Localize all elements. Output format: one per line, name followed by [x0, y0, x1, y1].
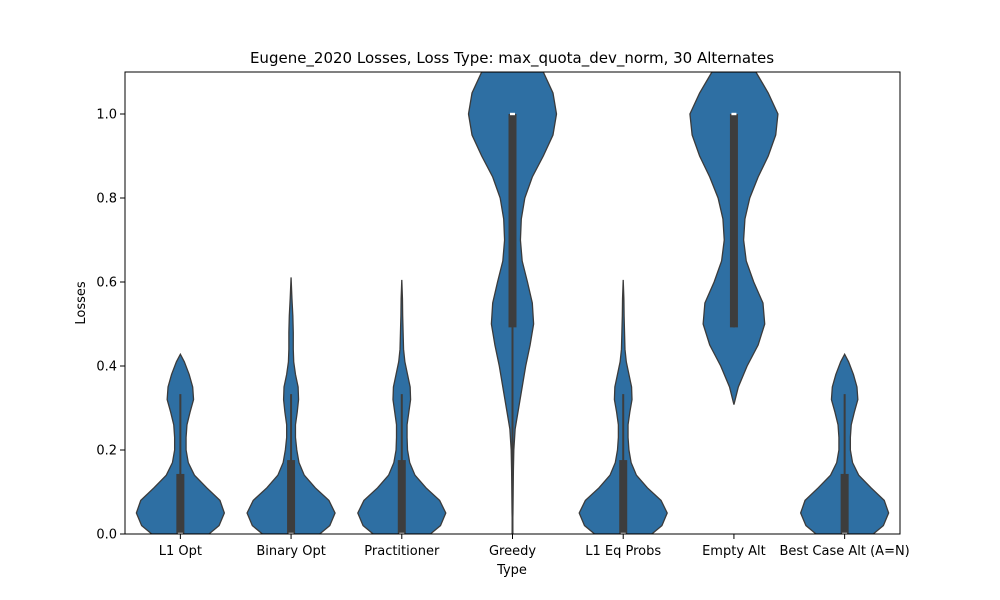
y-tick-label: 0.6	[96, 276, 117, 291]
violin-iqr-box	[619, 460, 628, 534]
x-axis-label: Type	[496, 563, 527, 578]
violin-group	[578, 279, 668, 534]
x-tick-label: Practitioner	[364, 544, 440, 559]
violin-group	[799, 352, 890, 534]
y-tick-label: 0.4	[96, 360, 117, 375]
violin-median	[177, 532, 183, 534]
violin-median	[510, 112, 515, 116]
violin-median	[620, 532, 626, 534]
violin-median	[731, 112, 737, 116]
x-tick-label: L1 Eq Probs	[585, 544, 661, 559]
y-tick-label: 0.2	[96, 444, 117, 459]
y-axis-label: Losses	[74, 281, 89, 325]
violin-iqr-box	[397, 460, 406, 534]
violin-median	[288, 532, 294, 534]
plot-area	[135, 72, 890, 534]
violin-group	[357, 279, 447, 534]
violin-iqr-box	[176, 473, 185, 534]
violin-iqr-box	[508, 114, 517, 328]
x-tick-label: Empty Alt	[702, 544, 766, 559]
violin-iqr-box	[840, 473, 849, 534]
violin-median	[399, 532, 405, 534]
violin-group	[467, 72, 558, 534]
violin-iqr-box	[287, 460, 296, 534]
violin-group	[246, 277, 336, 534]
x-axis: L1 Opt Binary Opt Practitioner Greedy L1 Eq …	[159, 534, 910, 559]
x-tick-label: Best Case Alt (A=N)	[780, 544, 910, 559]
x-tick-label: L1 Opt	[159, 544, 202, 559]
violin-group	[689, 72, 779, 405]
chart-title: Eugene_2020 Losses, Loss Type: max_quota…	[250, 49, 774, 68]
violin-iqr-box	[729, 114, 738, 328]
y-axis: 0.0 0.2 0.4 0.6 0.8 1.0	[96, 108, 125, 543]
y-tick-label: 1.0	[96, 108, 117, 123]
violin-group	[135, 352, 226, 534]
x-tick-label: Greedy	[489, 544, 536, 559]
x-tick-label: Binary Opt	[256, 544, 326, 559]
y-tick-label: 0.0	[96, 528, 117, 543]
y-tick-label: 0.8	[96, 192, 117, 207]
violin-median	[842, 532, 848, 534]
